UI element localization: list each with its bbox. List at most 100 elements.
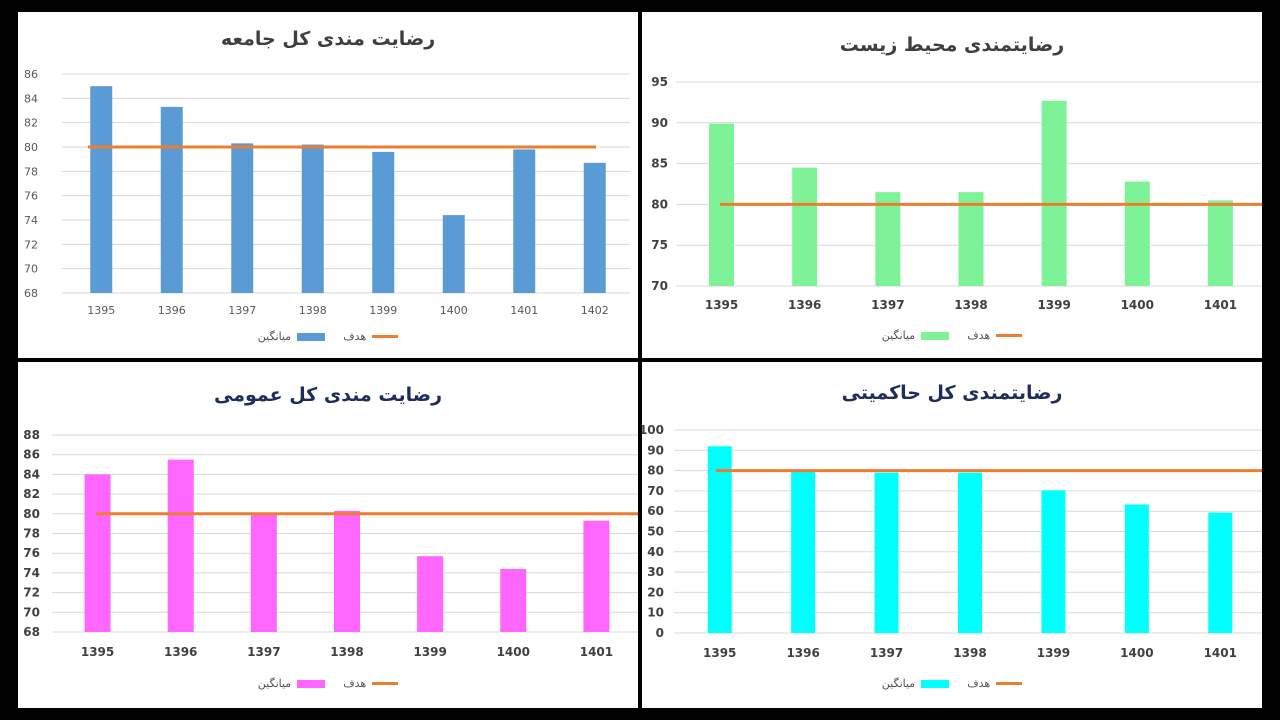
chart-panel-environment: رضایتمندی محیط زیست 70 75 80 85 90 95 1395 1396… [642, 12, 1262, 358]
x-tick-label: 1400 [1120, 646, 1153, 660]
bar [583, 520, 610, 632]
x-tick-label: 1397 [871, 298, 904, 312]
bar [231, 143, 254, 293]
chart-legend: میانگین هدف [642, 677, 1262, 690]
chart-panel-public: رضایت مندی کل عمومی 68 70 72 74 76 78 80 82 84 86… [18, 362, 638, 708]
legend-label-average: میانگین [257, 677, 292, 690]
x-tick-label: 1396 [158, 304, 186, 317]
legend-label-target: هدف [967, 329, 991, 342]
legend-swatch-average [921, 331, 950, 340]
legend-swatch-average [297, 679, 326, 688]
bar [334, 510, 360, 632]
x-tick-label: 1398 [330, 645, 363, 659]
bar [1207, 200, 1233, 286]
bar [250, 513, 277, 632]
bar [1208, 512, 1233, 633]
x-tick-label: 1398 [953, 646, 986, 660]
x-tick-label: 1399 [369, 304, 397, 317]
y-tick-label: 74 [23, 566, 40, 580]
bar [442, 215, 465, 293]
chart-legend: میانگین هدف [18, 330, 638, 343]
x-tick-label: 1401 [1204, 298, 1237, 312]
legend-item-target: هدف [343, 330, 399, 343]
y-tick-label: 78 [23, 527, 40, 541]
x-tick-label: 1396 [164, 645, 197, 659]
bar [874, 472, 899, 633]
y-tick-label: 88 [23, 428, 40, 442]
bar [958, 472, 982, 633]
legend-label-target: هدف [343, 330, 367, 343]
y-tick-label: 86 [24, 68, 38, 81]
legend-item-average: میانگین [257, 677, 326, 690]
y-tick-label: 70 [23, 605, 40, 619]
bar [84, 474, 111, 632]
bar [372, 151, 395, 293]
legend-label-target: هدف [967, 677, 991, 690]
x-tick-label: 1396 [786, 646, 819, 660]
y-tick-label: 80 [651, 197, 668, 211]
legend-label-average: میانگین [881, 677, 916, 690]
bar [301, 144, 324, 293]
legend-swatch-target [372, 335, 399, 338]
y-tick-label: 20 [647, 585, 664, 599]
y-tick-label: 86 [23, 448, 40, 462]
y-tick-label: 10 [647, 606, 664, 620]
y-tick-label: 40 [647, 545, 664, 559]
x-tick-label: 1395 [81, 645, 114, 659]
y-tick-label: 75 [651, 238, 668, 252]
x-tick-label: 1399 [413, 645, 446, 659]
x-tick-label: 1401 [510, 304, 538, 317]
y-tick-label: 90 [651, 116, 668, 130]
x-tick-label: 1399 [1037, 298, 1070, 312]
legend-label-average: میانگین [257, 330, 292, 343]
x-tick-label: 1398 [954, 298, 987, 312]
bar [1124, 181, 1150, 286]
bar [791, 471, 816, 633]
x-tick-label: 1395 [703, 646, 736, 660]
legend-swatch-average [921, 679, 950, 688]
legend-item-average: میانگین [881, 677, 950, 690]
y-tick-label: 78 [24, 165, 38, 178]
y-tick-label: 84 [23, 467, 40, 481]
x-tick-label: 1395 [87, 304, 115, 317]
chart-svg: 0 10 20 30 40 50 60 70 80 90 100 1395 1396 1397 1398 13… [642, 423, 1262, 660]
y-tick-label: 72 [24, 238, 38, 251]
chart-panel-community: رضایت مندی کل جامعه 68 70 72 74 76 78 80 82 84 86… [18, 12, 638, 358]
legend-swatch-target [372, 682, 399, 685]
y-tick-label: 82 [23, 487, 40, 501]
y-tick-label: 70 [647, 484, 664, 498]
y-tick-label: 90 [647, 443, 664, 457]
chart-svg: 68 70 72 74 76 78 80 82 84 86 1395 1396 1397 1398 1399… [24, 68, 630, 317]
chart-title: رضایت مندی کل جامعه [220, 28, 436, 50]
y-tick-label: 80 [647, 464, 664, 478]
y-tick-label: 70 [651, 279, 668, 293]
y-tick-label: 60 [647, 504, 664, 518]
bar [1041, 100, 1067, 286]
x-tick-label: 1401 [1204, 646, 1237, 660]
bar [513, 149, 536, 293]
x-tick-label: 1400 [497, 645, 530, 659]
legend-swatch-target [996, 334, 1023, 337]
x-tick-label: 1395 [705, 298, 738, 312]
x-tick-label: 1397 [247, 645, 280, 659]
y-tick-label: 82 [24, 117, 38, 130]
bar [875, 192, 901, 286]
legend-item-average: میانگین [257, 330, 326, 343]
chart-svg: 68 70 72 74 76 78 80 82 84 86 88 1395 1396 1397 1398 13… [23, 428, 638, 659]
x-tick-label: 1396 [788, 298, 821, 312]
x-tick-label: 1397 [870, 646, 903, 660]
y-tick-label: 70 [24, 263, 38, 276]
x-tick-label: 1400 [440, 304, 468, 317]
legend-label-target: هدف [343, 677, 367, 690]
y-tick-label: 84 [24, 92, 38, 105]
bar [1124, 504, 1149, 633]
bar [167, 459, 194, 632]
chart-title: رضایتمندی کل حاکمیتی [841, 382, 1063, 404]
x-tick-label: 1402 [581, 304, 609, 317]
legend-item-target: هدف [967, 677, 1023, 690]
legend-item-target: هدف [967, 329, 1023, 342]
y-tick-label: 68 [24, 287, 38, 300]
y-tick-label: 85 [651, 157, 668, 171]
chart-legend: میانگین هدف [642, 329, 1262, 342]
y-tick-label: 0 [656, 626, 664, 640]
